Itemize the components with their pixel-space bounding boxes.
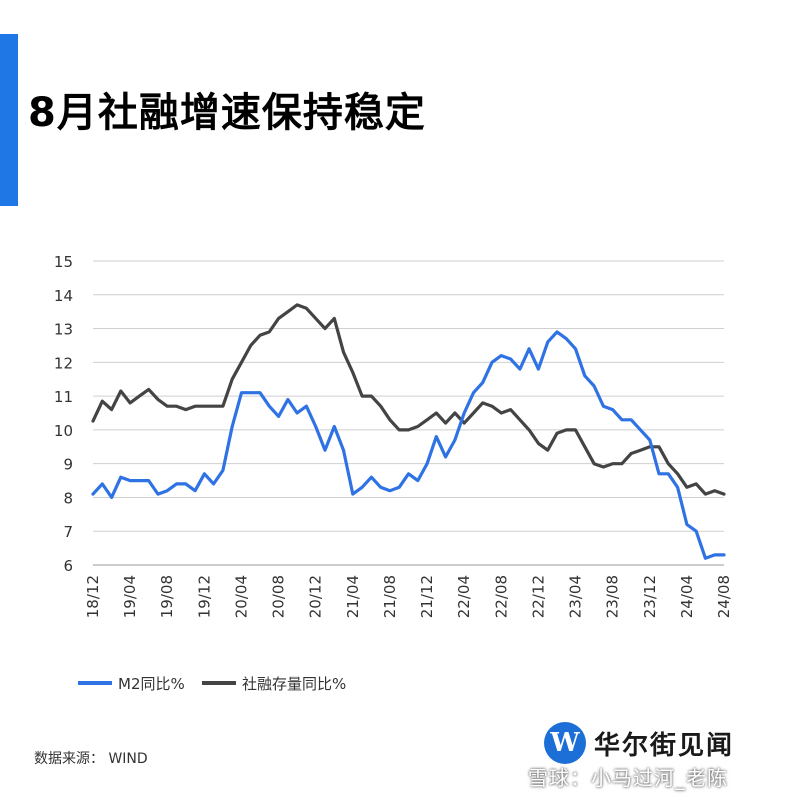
tsf-series-line	[91, 303, 726, 496]
x-tick-label: 23/08	[604, 575, 622, 618]
y-tick-label: 13	[54, 321, 73, 339]
y-tick-label: 7	[63, 523, 73, 541]
y-tick-label: 15	[54, 253, 73, 271]
x-tick-label: 21/12	[418, 575, 436, 618]
legend-item-tsf: 社融存量同比%	[202, 672, 346, 694]
y-tick-label: 12	[54, 354, 73, 372]
legend-label-m2: M2同比%	[118, 674, 185, 693]
x-tick-label: 19/04	[121, 575, 139, 618]
y-tick-label: 6	[63, 557, 73, 575]
x-tick-label: 21/08	[381, 575, 399, 618]
y-tick-label: 14	[54, 287, 73, 305]
x-tick-label: 23/12	[641, 575, 659, 618]
source-note: 数据来源： WIND	[34, 751, 148, 767]
x-tick-label: 21/04	[344, 575, 362, 618]
y-tick-label: 11	[54, 388, 73, 406]
x-tick-label: 20/04	[232, 575, 250, 618]
legend-swatch-m2	[78, 681, 112, 685]
title-accent-bar	[0, 34, 18, 206]
x-tick-label: 24/08	[715, 575, 733, 618]
y-tick-label: 10	[54, 422, 73, 440]
x-tick-label: 22/04	[455, 575, 473, 618]
legend-item-m2: M2同比%	[78, 672, 185, 694]
x-tick-label: 22/08	[492, 575, 510, 618]
x-tick-label: 19/12	[195, 575, 213, 618]
logo-text: 华尔街见闻	[594, 730, 735, 761]
watermark: 雪球：小马过河_老陈	[528, 766, 728, 790]
m2-series-line	[91, 330, 726, 560]
x-tick-label: 22/12	[529, 575, 547, 618]
x-tick-label: 20/12	[307, 575, 325, 618]
x-tick-label: 19/08	[158, 575, 176, 618]
legend-swatch-tsf	[202, 681, 236, 685]
logo-mark-icon: W	[544, 722, 586, 764]
y-tick-label: 8	[63, 489, 73, 507]
x-tick-label: 24/04	[678, 575, 696, 618]
x-tick-label: 20/08	[270, 575, 288, 618]
brand-logo: W 华尔街见闻	[544, 722, 734, 764]
legend-label-tsf: 社融存量同比%	[242, 674, 347, 693]
y-tick-label: 9	[63, 456, 73, 474]
x-tick-label: 18/12	[84, 575, 102, 618]
x-tick-label: 23/04	[567, 575, 585, 618]
page-title: 8月社融增速保持稳定	[28, 90, 426, 136]
